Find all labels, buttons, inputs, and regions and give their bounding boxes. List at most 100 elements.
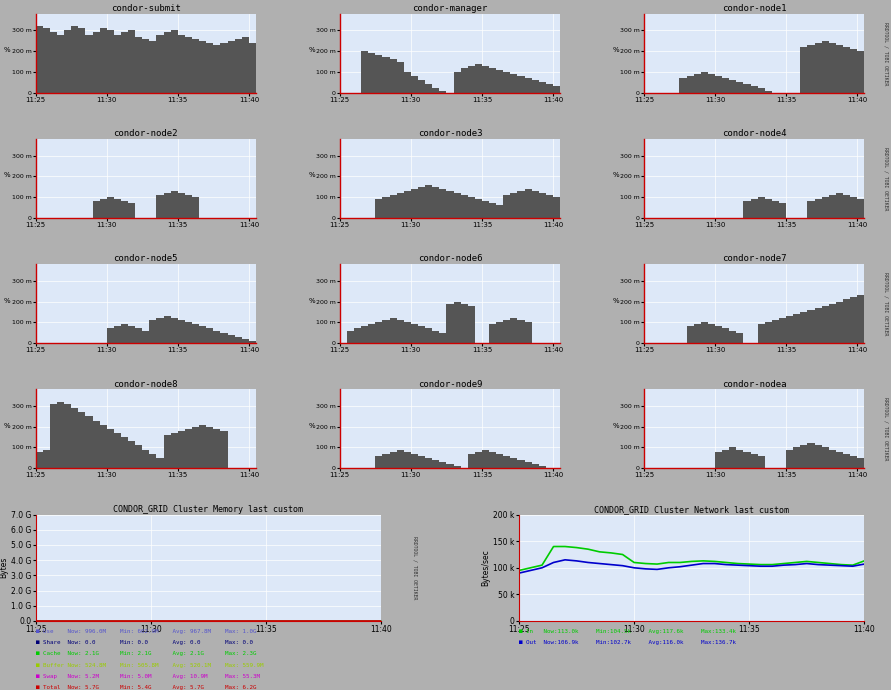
Bar bbox=[71, 408, 78, 469]
Bar bbox=[200, 424, 206, 469]
Bar bbox=[439, 189, 446, 218]
Bar bbox=[525, 462, 532, 469]
Bar bbox=[518, 320, 525, 343]
Bar bbox=[389, 59, 396, 92]
Bar bbox=[418, 187, 425, 218]
Bar bbox=[150, 320, 157, 343]
Bar bbox=[850, 456, 857, 469]
Text: RRDTOOL / TOBI OETIKER: RRDTOOL / TOBI OETIKER bbox=[413, 536, 418, 600]
Y-axis label: %: % bbox=[612, 47, 619, 53]
Title: condor-node6: condor-node6 bbox=[418, 255, 482, 264]
Bar bbox=[850, 197, 857, 218]
Bar bbox=[764, 90, 772, 92]
Bar bbox=[64, 404, 71, 469]
Title: condor-manager: condor-manager bbox=[413, 4, 487, 13]
Title: condor-node3: condor-node3 bbox=[418, 129, 482, 138]
Bar bbox=[185, 322, 192, 343]
Bar bbox=[404, 191, 411, 218]
Bar bbox=[700, 322, 707, 343]
Bar bbox=[518, 76, 525, 92]
Bar bbox=[50, 32, 57, 92]
Bar bbox=[764, 199, 772, 218]
Bar bbox=[743, 201, 750, 218]
Bar bbox=[206, 426, 213, 469]
Bar bbox=[241, 37, 249, 92]
Bar bbox=[375, 55, 382, 92]
Bar bbox=[171, 433, 178, 469]
Bar bbox=[454, 302, 461, 343]
Bar bbox=[143, 331, 150, 343]
Bar bbox=[425, 328, 432, 343]
Y-axis label: %: % bbox=[4, 423, 11, 428]
Bar bbox=[114, 326, 121, 343]
Bar bbox=[757, 88, 764, 92]
Bar bbox=[489, 68, 496, 92]
Bar bbox=[382, 197, 389, 218]
Bar bbox=[461, 195, 468, 218]
Bar bbox=[206, 328, 213, 343]
Bar bbox=[107, 30, 114, 92]
Bar bbox=[779, 204, 786, 218]
Bar bbox=[496, 206, 503, 218]
Bar bbox=[192, 197, 200, 218]
Bar bbox=[772, 320, 779, 343]
Bar bbox=[396, 61, 404, 92]
Bar bbox=[764, 322, 772, 343]
Bar bbox=[525, 189, 532, 218]
Bar bbox=[86, 416, 93, 469]
Bar bbox=[143, 39, 150, 92]
Bar bbox=[36, 452, 43, 469]
Bar bbox=[807, 201, 814, 218]
Bar bbox=[707, 74, 715, 92]
Bar bbox=[213, 331, 220, 343]
Bar bbox=[128, 204, 135, 218]
Bar bbox=[135, 446, 143, 469]
Title: condor-node4: condor-node4 bbox=[722, 129, 787, 138]
Title: condor-node2: condor-node2 bbox=[113, 129, 178, 138]
Bar bbox=[687, 326, 694, 343]
Bar bbox=[71, 26, 78, 92]
Bar bbox=[78, 28, 86, 92]
Text: ■ Buffer Now: 524.8M    Min: 505.8M    Avg: 520.1M    Max: 559.9M: ■ Buffer Now: 524.8M Min: 505.8M Avg: 52… bbox=[36, 662, 263, 667]
Bar bbox=[396, 320, 404, 343]
Bar bbox=[687, 76, 694, 92]
Bar bbox=[715, 76, 722, 92]
Bar bbox=[157, 34, 164, 92]
Bar bbox=[800, 312, 807, 343]
Text: RRDTOOL / TOBI OETIKER: RRDTOOL / TOBI OETIKER bbox=[884, 272, 889, 335]
Bar bbox=[750, 86, 757, 92]
Text: ■ Use    Now: 996.0M    Min: 602.9M    Avg: 967.8M    Max: 1.0G: ■ Use Now: 996.0M Min: 602.9M Avg: 967.8… bbox=[36, 629, 256, 634]
Bar bbox=[722, 450, 729, 469]
Bar bbox=[157, 318, 164, 343]
Bar bbox=[185, 37, 192, 92]
Bar bbox=[354, 328, 361, 343]
Bar bbox=[249, 341, 256, 343]
Bar bbox=[729, 331, 736, 343]
Bar bbox=[546, 195, 553, 218]
Bar bbox=[446, 464, 454, 469]
Bar bbox=[857, 51, 864, 92]
Bar bbox=[439, 462, 446, 469]
Bar bbox=[468, 197, 475, 218]
Bar bbox=[93, 420, 100, 469]
Bar bbox=[213, 45, 220, 92]
Bar bbox=[553, 197, 560, 218]
Bar bbox=[185, 428, 192, 469]
Bar bbox=[454, 193, 461, 218]
Bar bbox=[206, 43, 213, 92]
Bar bbox=[814, 446, 822, 469]
Bar bbox=[114, 199, 121, 218]
Bar bbox=[503, 456, 511, 469]
Bar bbox=[128, 30, 135, 92]
Bar bbox=[482, 66, 489, 92]
Bar bbox=[786, 316, 793, 343]
Bar bbox=[843, 454, 850, 469]
Bar bbox=[164, 435, 171, 469]
Bar bbox=[164, 32, 171, 92]
Bar bbox=[100, 199, 107, 218]
Bar bbox=[707, 324, 715, 343]
Bar bbox=[743, 84, 750, 92]
Bar bbox=[361, 326, 368, 343]
Bar bbox=[213, 428, 220, 469]
Bar bbox=[511, 74, 518, 92]
